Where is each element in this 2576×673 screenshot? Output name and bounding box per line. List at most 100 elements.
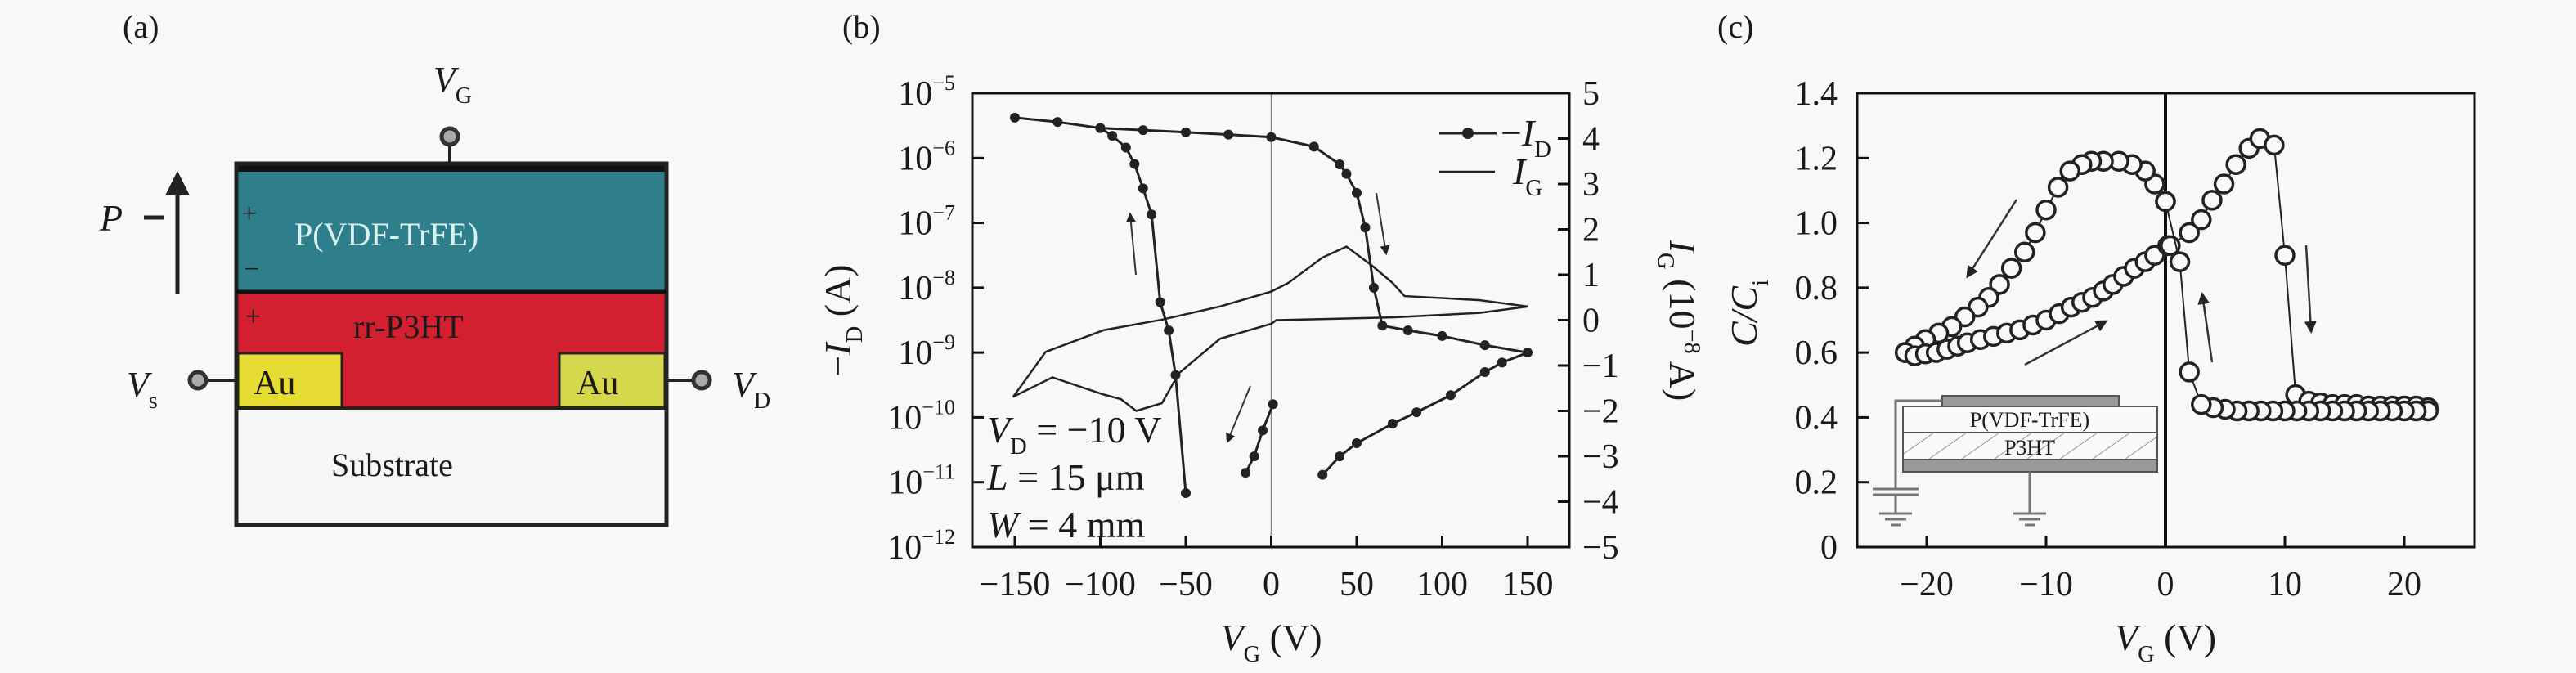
- id-series-line: [1244, 403, 1274, 473]
- c-data-point: [2213, 173, 2235, 195]
- id-data-point: [1445, 390, 1456, 401]
- y-tick-label: 0.6: [1795, 334, 1838, 372]
- ferro-layer-label: P(VDF-TrFE): [294, 216, 478, 253]
- x-tick-label: 0: [2157, 566, 2174, 603]
- x-tick-label: −20: [1900, 566, 1954, 603]
- y-tick-label: 10−7: [898, 201, 955, 243]
- x-tick-label: −10: [2019, 566, 2073, 603]
- c-data-point: [2264, 134, 2285, 156]
- id-data-point: [1155, 297, 1165, 307]
- sweep-direction-arrow-icon: [1376, 192, 1390, 256]
- id-data-point: [1120, 142, 1131, 153]
- charge-plus-top: +: [241, 199, 257, 229]
- substrate-label: Substrate: [331, 446, 453, 483]
- y-tick-label: 10−6: [898, 136, 955, 177]
- id-data-point: [1181, 487, 1191, 498]
- source-terminal-icon: [187, 370, 209, 391]
- id-data-point: [1138, 125, 1148, 136]
- id-data-point: [1377, 321, 1388, 331]
- id-data-point: [1437, 330, 1447, 341]
- y-tick-label: 1.2: [1795, 140, 1838, 177]
- id-data-point: [1268, 399, 1278, 410]
- y2-tick-label: −5: [1582, 529, 1619, 567]
- inset-bottom-electrode: [1902, 459, 2158, 473]
- drain-terminal-icon: [691, 370, 712, 391]
- legend-id-label: −ID: [1501, 112, 1551, 163]
- id-data-point: [1223, 129, 1234, 140]
- y-tick-label: 10−5: [898, 71, 955, 113]
- drain-electrode: [558, 352, 666, 410]
- id-series-line: [1099, 127, 1187, 494]
- device-parameter-annotation: VD = −10 V: [987, 409, 1161, 460]
- x-tick-label: 0: [1263, 566, 1280, 603]
- gate-electrode: [236, 164, 666, 172]
- au-right-label: Au: [577, 365, 618, 402]
- c-data-point: [2225, 154, 2246, 175]
- id-data-point: [1523, 348, 1533, 358]
- y2-tick-label: 0: [1582, 303, 1600, 340]
- y-tick-label: 1.0: [1795, 205, 1838, 243]
- c-data-point: [2179, 361, 2200, 383]
- c-data-point: [2201, 190, 2223, 211]
- panel-label-c: (c): [1717, 8, 1753, 45]
- y2-tick-label: −4: [1582, 484, 1619, 522]
- legend-id-marker: [1462, 128, 1474, 139]
- inset-wire: [1894, 399, 1942, 489]
- id-data-point: [1181, 127, 1191, 137]
- id-data-point: [1249, 451, 1259, 462]
- x-tick-label: −150: [980, 566, 1051, 603]
- id-data-point: [1360, 222, 1371, 233]
- id-data-point: [1266, 132, 1277, 142]
- c-data-point: [2025, 222, 2046, 244]
- inset-p3ht-layer: [1902, 432, 2158, 460]
- id-data-point: [1479, 367, 1490, 378]
- id-data-point: [1352, 187, 1362, 198]
- sweep-direction-arrow-icon: [2304, 245, 2317, 334]
- id-data-point: [1138, 183, 1148, 194]
- x-tick-label: 20: [2387, 566, 2421, 603]
- y2-tick-label: 4: [1582, 121, 1600, 159]
- sweep-direction-arrow-icon: [2197, 292, 2214, 363]
- sweep-direction-arrow-icon: [1226, 385, 1251, 444]
- id-data-point: [1052, 117, 1063, 128]
- ig-series-line: [1012, 245, 1528, 412]
- sweep-direction-arrow-icon: [1125, 212, 1137, 276]
- x-tick-label: −100: [1065, 566, 1136, 603]
- inset-top-electrode: [1941, 395, 2120, 407]
- capacitance-chart: 1.4 1.2 1.0 0.8 0.6 0.4 0.2 0 −20 −10 0 10 20 VG (V) C…: [1723, 75, 2476, 667]
- y-axis-label: −ID (A): [817, 264, 868, 376]
- c-data-point: [2179, 222, 2200, 244]
- id-data-point: [1341, 168, 1352, 179]
- semi-layer-label: rr-P3HT: [353, 308, 464, 345]
- y2-tick-label: −1: [1582, 348, 1619, 385]
- c-data-point: [2274, 245, 2296, 266]
- y-tick-label: 10−9: [898, 330, 955, 372]
- id-data-point: [1107, 131, 1118, 141]
- vd-label: VD: [732, 365, 770, 414]
- y-axis-label: C/Ci: [1723, 280, 1774, 347]
- x-tick-label: 100: [1416, 566, 1468, 603]
- ferroelectric-layer: [236, 164, 666, 292]
- c-data-point: [1989, 274, 2010, 295]
- y-tick-label: 0.4: [1795, 399, 1838, 437]
- c-data-point: [2059, 160, 2080, 182]
- gate-terminal-icon: [439, 126, 460, 147]
- device-schematic: P(VDF-TrFE) rr-P3HT Substrate Au Au + − …: [99, 60, 770, 527]
- device-parameter-annotation: L = 15 μm: [986, 456, 1145, 498]
- c-data-point: [2000, 258, 2022, 279]
- x-tick-label: 10: [2268, 566, 2302, 603]
- x-tick-label: 50: [1340, 566, 1374, 603]
- y-tick-label: 0: [1820, 529, 1838, 567]
- inset-ferro-label: P(VDF-TrFE): [1970, 408, 2089, 432]
- vs-label: Vs: [127, 365, 158, 414]
- x-tick-label: −50: [1159, 566, 1213, 603]
- y-tick-label: 10−11: [888, 460, 955, 502]
- source-electrode: [236, 352, 343, 410]
- id-data-point: [1402, 325, 1413, 335]
- polarization-label: P: [99, 197, 123, 239]
- panel-label-a: (a): [123, 8, 159, 45]
- id-data-point: [1010, 112, 1020, 123]
- x-axis-label: VG (V): [1220, 617, 1322, 667]
- c-data-point: [2169, 251, 2191, 272]
